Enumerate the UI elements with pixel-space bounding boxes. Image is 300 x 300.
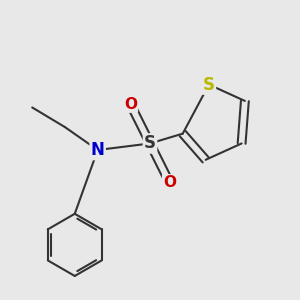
Text: O: O [163,175,176,190]
Text: N: N [91,141,105,159]
Text: O: O [124,97,137,112]
Text: S: S [144,134,156,152]
Text: S: S [203,76,215,94]
